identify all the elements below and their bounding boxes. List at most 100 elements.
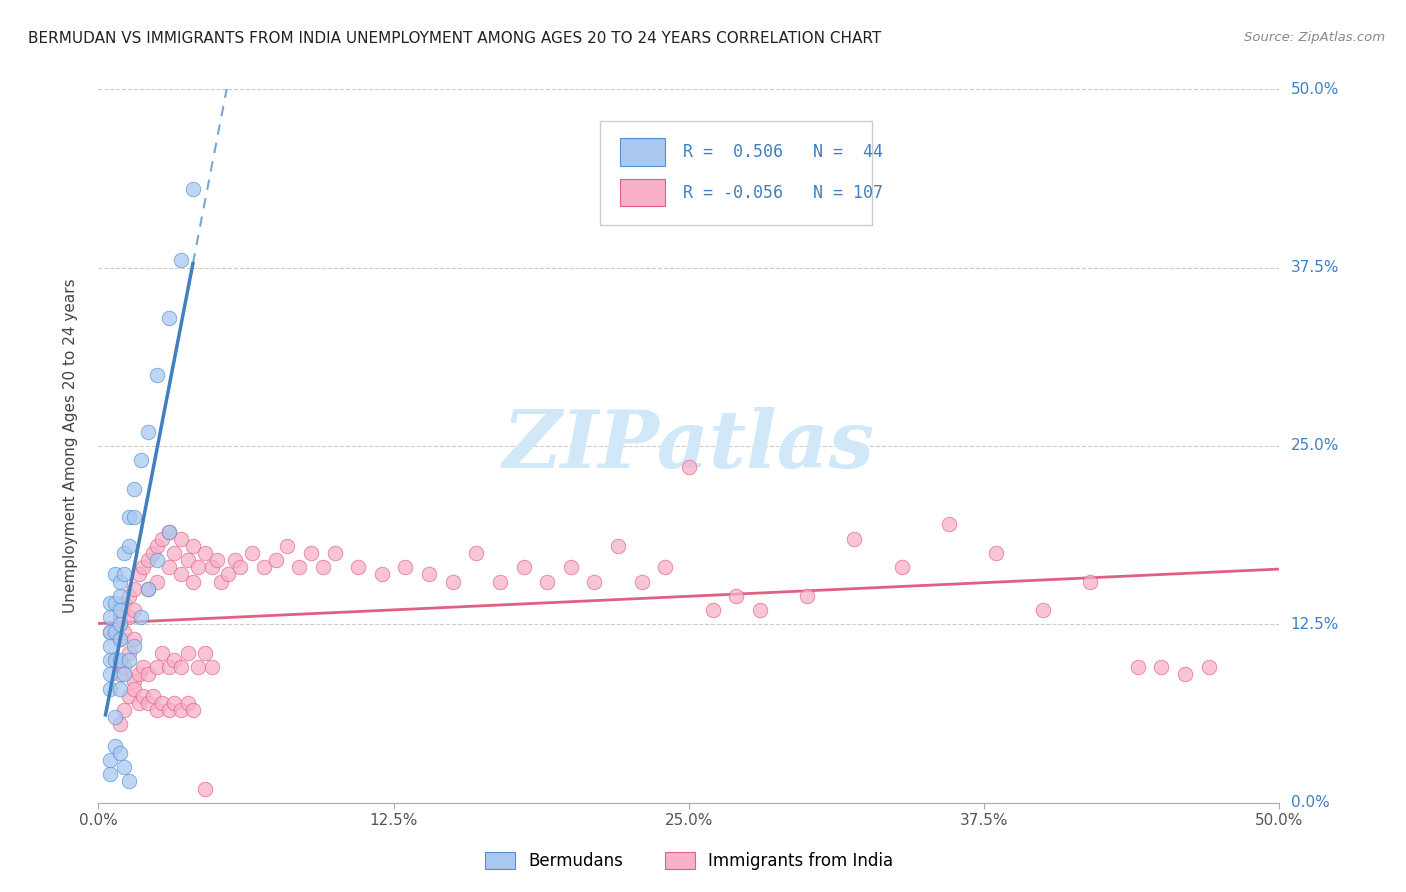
Point bbox=[702, 603, 724, 617]
Point bbox=[122, 674, 145, 689]
Point bbox=[118, 589, 141, 603]
Point bbox=[194, 781, 217, 796]
Point bbox=[163, 546, 186, 560]
Point bbox=[112, 546, 135, 560]
Point bbox=[122, 510, 145, 524]
Point bbox=[108, 617, 131, 632]
Point bbox=[146, 553, 169, 567]
Point bbox=[157, 524, 180, 539]
Point bbox=[157, 660, 180, 674]
Point bbox=[347, 560, 370, 574]
Y-axis label: Unemployment Among Ages 20 to 24 years: Unemployment Among Ages 20 to 24 years bbox=[63, 278, 77, 614]
Point bbox=[98, 653, 121, 667]
Point bbox=[170, 253, 193, 268]
Point bbox=[108, 632, 131, 646]
Point bbox=[170, 660, 193, 674]
Point bbox=[194, 546, 217, 560]
Point bbox=[536, 574, 558, 589]
Text: Source: ZipAtlas.com: Source: ZipAtlas.com bbox=[1244, 31, 1385, 45]
Point bbox=[512, 560, 534, 574]
Point bbox=[441, 574, 464, 589]
Point bbox=[142, 546, 165, 560]
Point bbox=[890, 560, 912, 574]
Point bbox=[122, 582, 145, 596]
Point bbox=[201, 660, 224, 674]
Point bbox=[136, 696, 159, 710]
Point bbox=[118, 539, 141, 553]
Point bbox=[748, 603, 770, 617]
Point bbox=[205, 553, 228, 567]
Text: 25.0%: 25.0% bbox=[1291, 439, 1339, 453]
Point bbox=[157, 524, 180, 539]
Point bbox=[112, 703, 135, 717]
Point bbox=[132, 660, 155, 674]
Point bbox=[418, 567, 440, 582]
Point bbox=[108, 574, 131, 589]
Point bbox=[312, 560, 335, 574]
Point bbox=[1198, 660, 1220, 674]
Point bbox=[98, 753, 121, 767]
Point bbox=[122, 639, 145, 653]
Point bbox=[108, 653, 131, 667]
Point bbox=[98, 767, 121, 781]
Point bbox=[132, 689, 155, 703]
Point bbox=[177, 696, 200, 710]
Point bbox=[181, 703, 204, 717]
Point bbox=[146, 539, 169, 553]
Point bbox=[583, 574, 606, 589]
Point bbox=[118, 646, 141, 660]
Point bbox=[187, 660, 209, 674]
Point bbox=[112, 596, 135, 610]
Point bbox=[136, 582, 159, 596]
Text: R =  0.506   N =  44: R = 0.506 N = 44 bbox=[683, 143, 883, 161]
Point bbox=[630, 574, 652, 589]
Point bbox=[1126, 660, 1149, 674]
Point bbox=[194, 646, 217, 660]
Point bbox=[489, 574, 512, 589]
Point bbox=[108, 717, 131, 731]
Point bbox=[104, 710, 127, 724]
Point bbox=[276, 539, 298, 553]
Point bbox=[108, 746, 131, 760]
FancyBboxPatch shape bbox=[620, 179, 665, 206]
Point bbox=[229, 560, 252, 574]
Point bbox=[146, 660, 169, 674]
Point bbox=[560, 560, 582, 574]
Point bbox=[288, 560, 311, 574]
FancyBboxPatch shape bbox=[620, 138, 665, 166]
Point bbox=[142, 689, 165, 703]
Point bbox=[128, 696, 150, 710]
Point bbox=[1080, 574, 1102, 589]
Point bbox=[108, 589, 131, 603]
Point bbox=[136, 425, 159, 439]
FancyBboxPatch shape bbox=[600, 121, 872, 225]
Point bbox=[112, 624, 135, 639]
Point bbox=[98, 639, 121, 653]
Point bbox=[122, 632, 145, 646]
Point bbox=[98, 624, 121, 639]
Point bbox=[150, 696, 173, 710]
Point bbox=[108, 603, 131, 617]
Point bbox=[108, 632, 131, 646]
Point bbox=[118, 774, 141, 789]
Point bbox=[371, 567, 394, 582]
Point bbox=[108, 667, 131, 681]
Point bbox=[108, 610, 131, 624]
Point bbox=[163, 696, 186, 710]
Point bbox=[177, 646, 200, 660]
Point bbox=[654, 560, 676, 574]
Point bbox=[984, 546, 1007, 560]
Point bbox=[844, 532, 866, 546]
Point bbox=[678, 460, 700, 475]
Point bbox=[112, 667, 135, 681]
Point bbox=[122, 603, 145, 617]
Point bbox=[170, 703, 193, 717]
Point bbox=[150, 532, 173, 546]
Point bbox=[181, 574, 204, 589]
Point bbox=[136, 553, 159, 567]
Point bbox=[98, 610, 121, 624]
Point bbox=[98, 624, 121, 639]
Point bbox=[146, 703, 169, 717]
Point bbox=[224, 553, 246, 567]
Point bbox=[112, 760, 135, 774]
